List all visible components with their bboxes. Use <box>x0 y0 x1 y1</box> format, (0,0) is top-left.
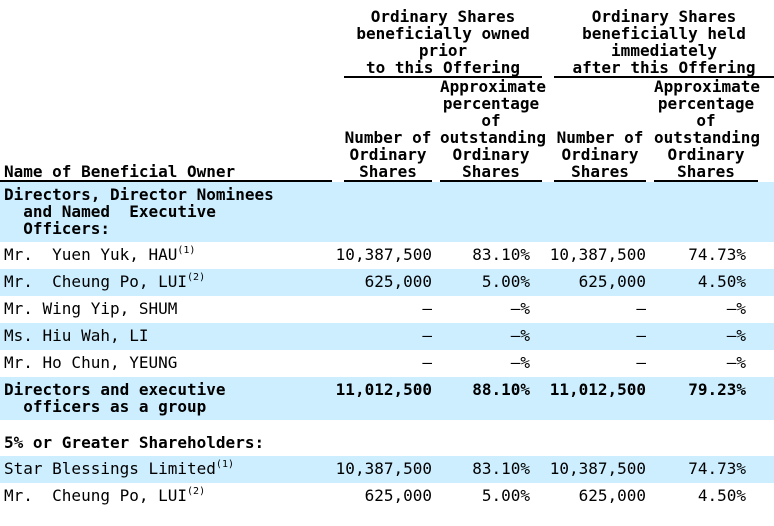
num-prior-cell: 625,000 <box>332 269 432 296</box>
num-prior-cell: — <box>422 353 432 372</box>
group-header-after: Ordinary Shares beneficially held immedi… <box>542 0 774 78</box>
owner-name-cell: Directors and executive officers as a gr… <box>0 377 332 420</box>
column-header-percent-after-label: Approximate percentage of outstanding Or… <box>654 77 760 181</box>
table-row: 5% or Greater Shareholders: <box>0 420 774 456</box>
name-column-header: Name of Beneficial Owner <box>0 78 332 182</box>
pct-prior-cell: —% <box>432 323 543 350</box>
pct-prior-cell: 83.10% <box>472 245 531 264</box>
group-header-prior-label: Ordinary Shares beneficially owned prior… <box>356 7 530 77</box>
pct-after-cell: 4.50% <box>646 269 759 296</box>
num-after-cell: — <box>636 353 647 372</box>
owner-name-cell: Mr. Wing Yip, SHUM <box>4 299 178 318</box>
table-row: Ms. Hiu Wah, LI — —% — —% <box>0 323 774 350</box>
owner-name-cell: Mr. Ho Chun, YEUNG <box>4 353 178 372</box>
num-after-cell: 10,387,500 <box>542 456 647 483</box>
num-prior-cell <box>332 420 432 456</box>
column-header-number-prior: Number of Ordinary Shares <box>332 78 432 182</box>
owner-name-cell: Ms. Hiu Wah, LI <box>0 323 332 350</box>
num-after-cell: 11,012,500 <box>542 377 647 420</box>
pct-after-cell: —% <box>646 323 759 350</box>
pct-prior-cell <box>432 182 543 242</box>
num-prior-cell: 625,000 <box>364 486 432 505</box>
row-end-spacer <box>758 456 774 483</box>
footnote-marker: (1) <box>215 458 234 470</box>
pct-prior-cell: 83.10% <box>432 456 543 483</box>
table-row: Mr. Yuen Yuk, HAU(1) 10,387,500 83.10% 10,3… <box>0 242 774 269</box>
footnote-marker: (1) <box>177 244 196 256</box>
row-end-spacer <box>758 269 774 296</box>
row-end-spacer <box>758 377 774 420</box>
pct-prior-cell: —% <box>510 353 531 372</box>
row-end-spacer <box>758 242 774 269</box>
footnote-marker: (2) <box>187 485 206 497</box>
num-prior-cell: — <box>332 323 432 350</box>
group-header-spacer <box>0 0 332 78</box>
group-header-prior: Ordinary Shares beneficially owned prior… <box>332 0 543 78</box>
owner-name-cell: Mr. Cheung Po, LUI(2) <box>4 485 206 505</box>
table-row: Mr. Cheung Po, LUI(2) 625,000 5.00% 625,000… <box>0 483 774 510</box>
pct-prior-cell: 88.10% <box>432 377 543 420</box>
pct-prior-cell <box>432 420 542 456</box>
num-prior-cell: 11,012,500 <box>332 377 432 420</box>
num-prior-cell: 10,387,500 <box>332 456 432 483</box>
table-header: Ordinary Shares beneficially owned prior… <box>0 0 774 182</box>
pct-after-cell: —% <box>726 353 747 372</box>
column-header-number-after: Number of Ordinary Shares <box>542 78 647 182</box>
table-row: Directors and executive officers as a gr… <box>0 377 774 420</box>
table-row: Directors, Director Nominees and Named E… <box>0 182 774 242</box>
num-after-cell: 10,387,500 <box>549 245 647 264</box>
num-after-cell <box>542 182 647 242</box>
num-prior-cell: — <box>422 299 432 318</box>
num-after-cell: — <box>636 299 647 318</box>
table-body: Directors, Director Nominees and Named E… <box>0 182 774 510</box>
pct-after-cell: 74.73% <box>688 245 747 264</box>
table-row: Star Blessings Limited(1) 10,387,500 83.10… <box>0 456 774 483</box>
column-header-spacer <box>758 78 774 182</box>
column-header-row: Name of Beneficial Owner Number of Ordin… <box>0 78 774 182</box>
column-header-percent-after: Approximate percentage of outstanding Or… <box>646 77 760 182</box>
row-end-spacer <box>758 420 774 456</box>
group-header-row: Ordinary Shares beneficially owned prior… <box>0 0 774 78</box>
column-header-number-after-label: Number of Ordinary Shares <box>556 128 644 181</box>
pct-after-cell: 4.50% <box>697 486 747 505</box>
owner-name-cell: 5% or Greater Shareholders: <box>4 433 265 452</box>
row-end-spacer <box>758 350 774 377</box>
name-column-header-label: Name of Beneficial Owner <box>4 162 236 181</box>
column-header-number-prior-label: Number of Ordinary Shares <box>344 128 432 181</box>
beneficial-ownership-table: Ordinary Shares beneficially owned prior… <box>0 0 774 510</box>
pct-after-cell <box>646 182 759 242</box>
num-after-cell: 625,000 <box>542 269 647 296</box>
footnote-marker: (2) <box>187 271 206 283</box>
pct-after-cell: 74.73% <box>646 456 759 483</box>
pct-prior-cell: 5.00% <box>481 486 531 505</box>
num-prior-cell: 10,387,500 <box>335 245 432 264</box>
pct-after-cell <box>646 420 758 456</box>
row-end-spacer <box>758 296 774 323</box>
num-after-cell: 625,000 <box>578 486 647 505</box>
column-header-percent-prior: Approximate percentage of outstanding Or… <box>432 78 546 182</box>
table-row: Mr. Cheung Po, LUI(2) 625,000 5.00% 625,000… <box>0 269 774 296</box>
num-after-cell <box>542 420 646 456</box>
row-end-spacer <box>758 483 774 510</box>
owner-name-cell: Directors, Director Nominees and Named E… <box>0 182 332 242</box>
row-end-spacer <box>758 323 774 350</box>
pct-after-cell: —% <box>726 299 747 318</box>
pct-prior-cell: —% <box>510 299 531 318</box>
table-row: Mr. Wing Yip, SHUM — —% — —% <box>0 296 774 323</box>
num-after-cell: — <box>542 323 647 350</box>
pct-after-cell: 79.23% <box>646 377 759 420</box>
owner-name-cell: Mr. Cheung Po, LUI(2) <box>0 269 332 296</box>
group-header-after-label: Ordinary Shares beneficially held immedi… <box>572 7 756 77</box>
row-end-spacer <box>758 182 774 242</box>
pct-prior-cell: 5.00% <box>432 269 543 296</box>
owner-name-cell: Star Blessings Limited(1) <box>0 456 332 483</box>
owner-name-cell: Mr. Yuen Yuk, HAU(1) <box>4 244 196 264</box>
num-prior-cell <box>332 182 432 242</box>
column-header-percent-prior-label: Approximate percentage of outstanding Or… <box>440 77 546 181</box>
table-row: Mr. Ho Chun, YEUNG — —% — —% <box>0 350 774 377</box>
